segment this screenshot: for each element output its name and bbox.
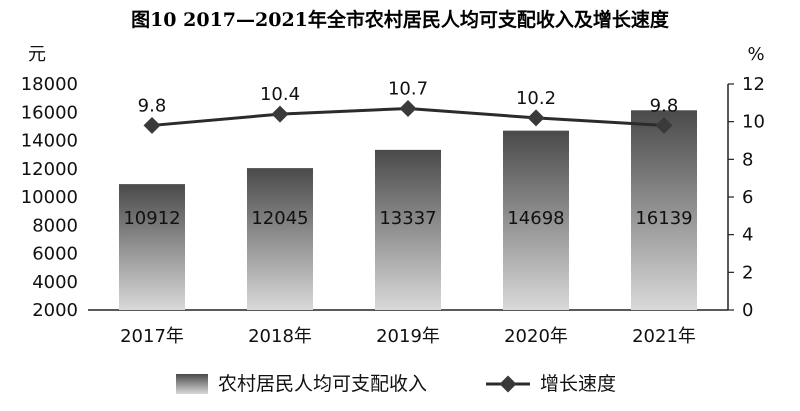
right-axis-unit: % [747,44,764,65]
left-tick-label: 18000 [21,74,78,95]
left-axis-ticks: 2000 4000 6000 8000 10000 12000 14000 16000 1800… [21,74,78,321]
x-tick-label: 2019年 [376,326,440,347]
legend-label-bar: 农村居民人均可支配收入 [218,373,427,395]
bar-value-label: 16139 [635,208,692,229]
bar [631,110,697,311]
left-tick-label: 12000 [21,159,78,180]
x-tick-label: 2017年 [120,326,184,347]
bar [503,130,569,310]
x-tick-label: 2018年 [248,326,312,347]
bar-series [119,110,697,311]
right-tick-label: 12 [742,74,765,95]
right-axis-ticks: 0 2 4 6 8 10 12 [728,74,765,321]
line-series [143,99,673,134]
line-value-label: 10.2 [516,88,556,109]
bar-value-label: 12045 [251,208,308,229]
left-tick-label: 2000 [32,300,78,321]
bar-value-label: 14698 [507,208,564,229]
line-value-labels: 9.8 10.4 10.7 10.2 9.8 [138,78,679,116]
legend-label-line: 增长速度 [540,373,616,395]
chart-title: 图10 2017—2021年全市农村居民人均可支配收入及增长速度 [131,8,670,31]
right-tick-label: 10 [742,112,765,133]
right-tick-label: 8 [742,149,753,170]
right-tick-label: 2 [742,262,753,283]
line-value-label: 9.8 [138,95,167,116]
left-tick-label: 8000 [32,215,78,236]
bar [119,184,185,310]
left-tick-label: 4000 [32,272,78,293]
left-tick-label: 6000 [32,244,78,265]
line-marker [655,116,673,134]
left-tick-label: 10000 [21,187,78,208]
line-value-label: 9.8 [650,95,679,116]
x-tick-label: 2021年 [632,326,696,347]
x-axis-ticks: 2017年 2018年 2019年 2020年 2021年 [120,326,696,347]
line-value-label: 10.4 [260,84,300,105]
right-tick-label: 4 [742,225,753,246]
bar [247,168,313,310]
right-tick-label: 0 [742,300,753,321]
left-tick-label: 14000 [21,131,78,152]
legend-swatch-bar [176,374,208,394]
legend: 农村居民人均可支配收入 增长速度 [176,373,616,395]
line-marker [527,109,545,127]
legend-swatch-marker [499,375,517,393]
bar-value-labels: 10912 12045 13337 14698 16139 [123,208,692,229]
bar [375,149,441,310]
right-tick-label: 6 [742,187,753,208]
line-marker [271,105,289,123]
left-tick-label: 16000 [21,102,78,123]
left-axis-unit: 元 [28,44,46,65]
x-tick-label: 2020年 [504,326,568,347]
line-marker [399,99,417,117]
bar-value-label: 13337 [379,208,436,229]
line-value-label: 10.7 [388,78,428,99]
line-marker [143,116,161,134]
bar-value-label: 10912 [123,208,180,229]
